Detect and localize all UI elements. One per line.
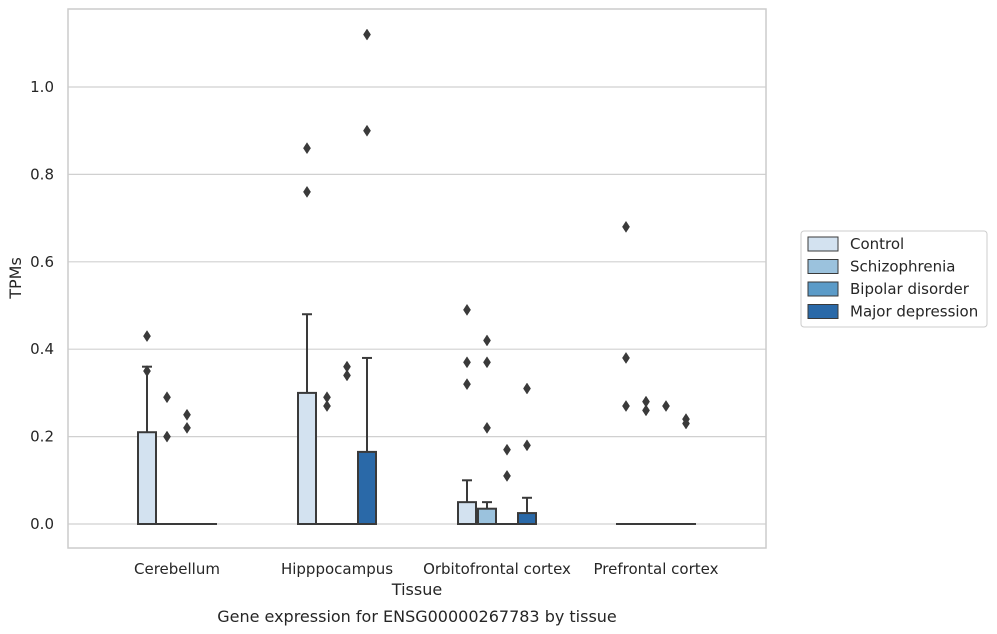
box-group — [517, 382, 537, 526]
legend-frame — [800, 230, 988, 328]
legend-label: Control — [850, 235, 904, 253]
box-group — [157, 391, 177, 525]
outlier-point — [682, 417, 690, 430]
outlier-point — [463, 303, 471, 316]
outlier-point — [642, 404, 650, 417]
y-tick-labels: 0.0 0.2 0.4 0.6 0.8 1.0 — [30, 78, 54, 533]
box — [477, 507, 497, 525]
box-group — [177, 408, 197, 525]
box — [457, 501, 477, 525]
plot-frame — [67, 8, 767, 549]
legend: Control Schizophrenia Bipolar disorder Majo… — [800, 230, 988, 328]
x-tick-labels: Cerebellum Hipppocampus Orbitofrontal cort… — [134, 560, 719, 578]
outlier-point — [163, 430, 171, 443]
box-group — [497, 443, 517, 525]
y-tick-label: 0.4 — [30, 340, 54, 358]
outlier-point — [323, 400, 331, 412]
outlier-point — [523, 382, 531, 395]
outlier-point — [163, 391, 171, 404]
plot-marks — [137, 28, 696, 526]
outlier-point — [503, 469, 511, 482]
legend-swatch — [807, 304, 839, 319]
y-tick-label: 0.6 — [30, 253, 54, 271]
outlier-point — [183, 408, 191, 421]
box — [297, 391, 317, 525]
legend-swatch — [807, 281, 839, 297]
box-group — [457, 303, 477, 525]
box-group — [656, 400, 676, 525]
box — [357, 450, 377, 525]
box-group — [616, 220, 636, 525]
box-group — [477, 334, 497, 525]
chart-caption: Gene expression for ENSG00000267783 by t… — [217, 607, 617, 626]
x-tick-label: Orbitofrontal cortex — [423, 560, 571, 578]
box-group — [676, 413, 696, 525]
outlier-point — [463, 356, 471, 369]
box — [137, 431, 157, 526]
y-tick-label: 1.0 — [30, 78, 54, 96]
outlier-point — [463, 378, 471, 391]
legend-label: Bipolar disorder — [850, 280, 970, 298]
outlier-point — [622, 400, 630, 412]
outlier-point — [303, 185, 311, 198]
outlier-point — [523, 439, 531, 452]
box-group — [317, 391, 337, 525]
outlier-point — [303, 142, 311, 155]
legend-label: Schizophrenia — [850, 258, 955, 276]
grid-lines — [68, 86, 766, 525]
outlier-point — [483, 356, 491, 369]
x-tick-label: Cerebellum — [134, 560, 220, 578]
outlier-point — [622, 220, 630, 233]
box-group — [636, 395, 656, 525]
x-tick-label: Prefrontal cortex — [594, 560, 719, 578]
box — [517, 512, 537, 526]
box-group — [297, 142, 317, 525]
x-axis-label: Tissue — [391, 580, 442, 599]
outlier-point — [183, 421, 191, 434]
outlier-point — [483, 421, 491, 434]
outlier-point — [143, 330, 151, 343]
y-tick-label: 0.0 — [30, 515, 54, 533]
outlier-point — [343, 369, 351, 382]
x-tick-label: Hipppocampus — [281, 560, 393, 578]
outlier-point — [143, 365, 151, 378]
outlier-point — [662, 400, 670, 412]
outlier-point — [363, 124, 371, 137]
outlier-point — [363, 28, 371, 41]
outlier-point — [622, 351, 630, 364]
legend-label: Major depression — [850, 303, 978, 321]
legend-swatch — [807, 236, 839, 252]
box-group — [137, 330, 157, 526]
legend-items: Control Schizophrenia Bipolar disorder Majo… — [807, 235, 978, 321]
y-tick-label: 0.8 — [30, 165, 54, 183]
legend-swatch — [807, 259, 839, 274]
outlier-point — [503, 443, 511, 456]
outlier-point — [483, 334, 491, 347]
box-group — [357, 28, 377, 525]
box-group — [337, 360, 357, 525]
y-tick-label: 0.2 — [30, 428, 54, 446]
y-axis-label: TPMs — [6, 257, 25, 300]
